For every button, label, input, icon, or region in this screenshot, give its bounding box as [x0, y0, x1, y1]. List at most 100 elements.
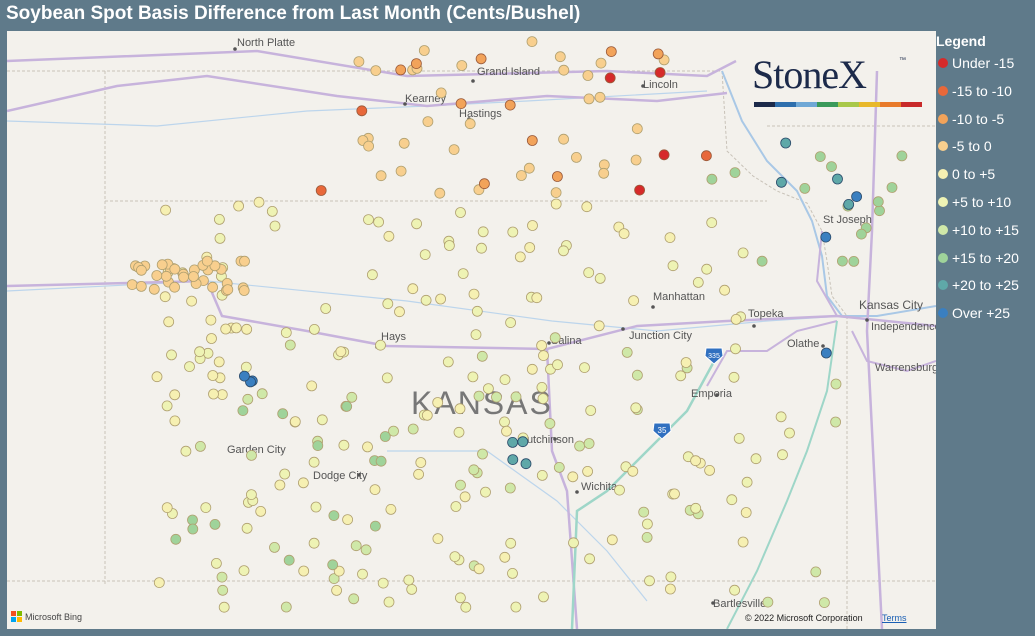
data-point[interactable] — [366, 269, 378, 281]
data-point[interactable] — [594, 91, 606, 103]
data-point[interactable] — [733, 432, 745, 444]
data-point[interactable] — [552, 359, 563, 371]
data-point[interactable] — [448, 144, 460, 155]
data-point[interactable] — [209, 518, 221, 530]
data-point[interactable] — [477, 226, 489, 238]
data-point[interactable] — [810, 566, 822, 578]
data-point[interactable] — [526, 363, 538, 375]
data-point[interactable] — [553, 461, 565, 473]
data-point[interactable] — [630, 402, 642, 414]
data-point[interactable] — [356, 105, 368, 117]
data-point[interactable] — [475, 53, 487, 65]
data-point[interactable] — [434, 187, 446, 199]
data-point[interactable] — [418, 45, 430, 56]
data-point[interactable] — [728, 371, 740, 383]
data-point[interactable] — [222, 284, 234, 296]
data-point[interactable] — [383, 596, 395, 608]
data-point[interactable] — [654, 67, 666, 78]
data-point[interactable] — [554, 51, 566, 63]
data-point[interactable] — [283, 554, 295, 566]
data-point[interactable] — [584, 553, 595, 565]
data-point[interactable] — [148, 283, 160, 295]
data-point[interactable] — [730, 313, 742, 325]
data-point[interactable] — [449, 551, 461, 562]
data-point[interactable] — [507, 226, 519, 238]
data-point[interactable] — [245, 489, 257, 501]
data-point[interactable] — [581, 201, 593, 213]
data-point[interactable] — [567, 471, 579, 483]
data-point[interactable] — [630, 154, 642, 166]
legend-item[interactable]: +5 to +10 — [936, 192, 1011, 212]
data-point[interactable] — [214, 232, 226, 244]
data-point[interactable] — [470, 329, 482, 341]
data-point[interactable] — [631, 123, 643, 135]
data-point[interactable] — [180, 445, 192, 457]
data-point[interactable] — [241, 323, 253, 335]
bing-attribution[interactable]: Microsoft Bing — [11, 611, 82, 622]
data-point[interactable] — [395, 165, 407, 177]
data-point[interactable] — [505, 537, 517, 549]
data-point[interactable] — [531, 292, 543, 304]
data-point[interactable] — [419, 249, 431, 261]
data-point[interactable] — [730, 343, 741, 355]
data-point[interactable] — [289, 416, 301, 428]
data-point[interactable] — [514, 251, 526, 263]
data-point[interactable] — [350, 540, 362, 552]
data-point[interactable] — [826, 161, 837, 173]
data-point[interactable] — [184, 361, 195, 373]
data-point[interactable] — [634, 184, 645, 196]
legend-item[interactable]: +15 to +20 — [936, 248, 1019, 268]
data-point[interactable] — [160, 270, 172, 282]
data-point[interactable] — [665, 571, 677, 583]
data-point[interactable] — [628, 295, 639, 307]
data-point[interactable] — [377, 577, 389, 589]
data-point[interactable] — [161, 502, 173, 514]
data-point[interactable] — [385, 503, 397, 515]
data-point[interactable] — [388, 425, 399, 437]
data-point[interactable] — [604, 72, 616, 84]
data-point[interactable] — [403, 574, 415, 586]
data-point[interactable] — [737, 536, 749, 548]
data-point[interactable] — [342, 514, 354, 526]
data-point[interactable] — [459, 491, 471, 503]
data-point[interactable] — [233, 200, 245, 212]
data-point[interactable] — [348, 593, 360, 605]
data-point[interactable] — [516, 170, 527, 181]
data-point[interactable] — [201, 255, 213, 267]
data-point[interactable] — [851, 191, 862, 203]
data-point[interactable] — [362, 441, 373, 453]
legend-item[interactable]: +10 to +15 — [936, 220, 1019, 240]
data-point[interactable] — [312, 440, 324, 452]
data-point[interactable] — [335, 346, 347, 358]
data-point[interactable] — [457, 268, 469, 280]
data-point[interactable] — [538, 350, 549, 362]
data-point[interactable] — [571, 152, 582, 163]
data-point[interactable] — [524, 242, 536, 253]
data-point[interactable] — [886, 182, 898, 193]
data-point[interactable] — [606, 534, 618, 546]
data-point[interactable] — [536, 340, 547, 351]
data-point[interactable] — [406, 584, 418, 595]
data-point[interactable] — [210, 558, 222, 569]
data-point[interactable] — [501, 425, 512, 437]
data-point[interactable] — [729, 584, 740, 596]
data-point[interactable] — [369, 520, 381, 532]
data-point[interactable] — [750, 453, 762, 465]
data-point[interactable] — [151, 270, 163, 281]
data-point[interactable] — [370, 65, 382, 76]
data-point[interactable] — [194, 440, 206, 452]
data-point[interactable] — [499, 551, 511, 563]
data-point[interactable] — [692, 276, 704, 288]
data-point[interactable] — [237, 405, 249, 417]
data-point[interactable] — [207, 281, 219, 293]
data-point[interactable] — [455, 207, 466, 218]
data-point[interactable] — [706, 173, 718, 185]
data-point[interactable] — [151, 371, 163, 383]
data-point[interactable] — [230, 322, 242, 334]
data-point[interactable] — [780, 137, 792, 149]
data-point[interactable] — [413, 468, 425, 480]
data-point[interactable] — [737, 247, 749, 259]
data-point[interactable] — [279, 468, 291, 480]
data-point[interactable] — [473, 563, 485, 575]
data-point[interactable] — [255, 505, 267, 517]
